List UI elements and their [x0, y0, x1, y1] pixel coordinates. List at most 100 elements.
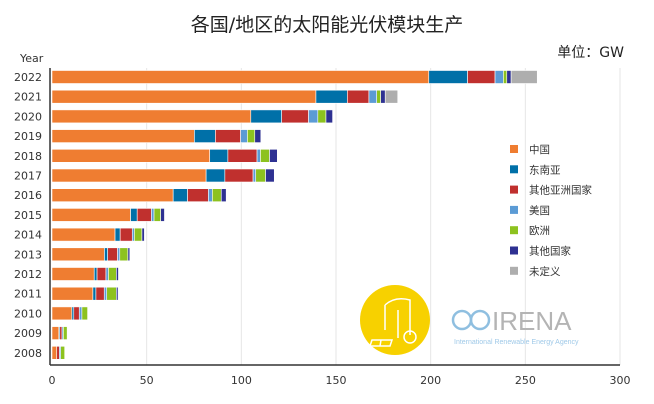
x-tick-label: 250 — [515, 374, 536, 387]
bar-segment — [308, 109, 319, 124]
bar-segment — [315, 89, 348, 104]
y-tick-label: 2015 — [14, 209, 42, 222]
bar-segment — [116, 286, 119, 301]
bar-segment — [119, 227, 133, 242]
y-axis-label: Year — [20, 52, 44, 65]
legend-label: 欧洲 — [529, 225, 550, 237]
y-tick-label: 2013 — [14, 248, 42, 261]
bar-segment — [59, 326, 63, 340]
y-tick-label: 2021 — [14, 91, 42, 104]
x-tick-label: 50 — [140, 374, 154, 387]
y-tick-label: 2011 — [14, 288, 42, 301]
legend-swatch — [510, 165, 518, 174]
y-tick-label: 2019 — [14, 130, 42, 143]
bar-segment — [56, 345, 60, 360]
bar-segment — [51, 208, 131, 222]
bar-segment — [105, 267, 109, 281]
bar-segment — [265, 168, 275, 183]
bar-segment — [281, 109, 309, 124]
bar-segment — [51, 267, 95, 281]
x-tick-label: 150 — [326, 374, 347, 387]
x-tick-label: 0 — [49, 374, 56, 387]
bar-segment — [116, 267, 119, 281]
y-tick-label: 2009 — [14, 327, 42, 340]
bar-segment — [506, 70, 512, 84]
bar-segment — [325, 109, 333, 124]
bar-segment — [194, 129, 216, 143]
bar-segment — [95, 286, 105, 301]
y-tick-label: 2008 — [14, 347, 42, 360]
legend-label: 美国 — [529, 204, 550, 217]
bar-segment — [51, 168, 207, 183]
bar-segment — [51, 188, 174, 202]
unit-label: 单位：GW — [557, 45, 624, 61]
bar-segment — [153, 208, 161, 222]
bar-segment — [134, 227, 143, 242]
legend-label: 未定义 — [529, 265, 561, 278]
bar-segment — [227, 149, 258, 163]
bar-segment — [93, 267, 98, 281]
bar-segment — [240, 129, 248, 143]
bar-segment — [92, 286, 97, 301]
legend-label: 其他亚洲国家 — [529, 184, 592, 197]
bar-segment — [106, 286, 117, 301]
bar-segment — [51, 345, 58, 360]
bar-segment — [131, 227, 135, 242]
bar-segment — [51, 247, 105, 262]
legend-label: 东南亚 — [529, 163, 561, 176]
x-tick-label: 100 — [231, 374, 252, 387]
bar-segment — [114, 227, 121, 242]
bar-segment — [215, 129, 241, 143]
svg-text:IRENA: IRENA — [492, 306, 572, 336]
bar-segment — [51, 306, 73, 321]
bar-segment — [205, 168, 226, 183]
bar-segment — [78, 306, 83, 321]
bar-segment — [250, 109, 282, 124]
bar-segment — [317, 109, 327, 124]
bar-segment — [136, 208, 152, 222]
bar-segment — [494, 70, 504, 84]
y-tick-label: 2017 — [14, 170, 42, 183]
chart-title: 各国/地区的太阳能光伏模块生产 — [190, 14, 464, 36]
bar-segment — [510, 70, 538, 84]
bar-segment — [260, 149, 270, 163]
bar-segment — [51, 129, 195, 143]
bar-segment — [208, 188, 213, 202]
bar-segment — [151, 208, 155, 222]
bar-segment — [51, 70, 430, 84]
bar-segment — [220, 188, 227, 202]
legend-swatch — [510, 185, 518, 194]
bar-segment — [172, 188, 188, 202]
svg-text:International Renewable Energy: International Renewable Energy Agency — [454, 339, 579, 346]
legend-swatch — [510, 145, 518, 153]
bar-segment — [51, 227, 116, 242]
bar-segment — [269, 149, 278, 163]
bar-segment — [254, 129, 262, 143]
bar-segment — [51, 286, 94, 301]
legend-swatch — [510, 226, 518, 235]
bar-segment — [81, 306, 88, 321]
bar-segment — [63, 326, 68, 340]
bar-segment — [51, 89, 317, 104]
legend-label: 其他国家 — [529, 245, 571, 258]
bar-segment — [119, 247, 129, 262]
bar-segment — [467, 70, 496, 84]
y-tick-label: 2012 — [14, 268, 42, 281]
legend-swatch — [510, 246, 518, 255]
bar-segment — [503, 70, 508, 84]
y-tick-label: 2020 — [14, 110, 42, 123]
bar-segment — [73, 306, 80, 321]
bar-segment — [117, 247, 121, 262]
bar-segment — [130, 208, 138, 222]
bar-segment — [255, 168, 266, 183]
bar-segment — [347, 89, 370, 104]
irena-logo: IRENA International Renewable Energy Age… — [360, 285, 579, 355]
bar-segment — [368, 89, 378, 104]
y-tick-label: 2016 — [14, 189, 42, 202]
bar-segment — [103, 286, 108, 301]
legend-swatch — [510, 266, 518, 275]
legend-swatch — [510, 205, 518, 214]
bar-segment — [107, 247, 118, 262]
